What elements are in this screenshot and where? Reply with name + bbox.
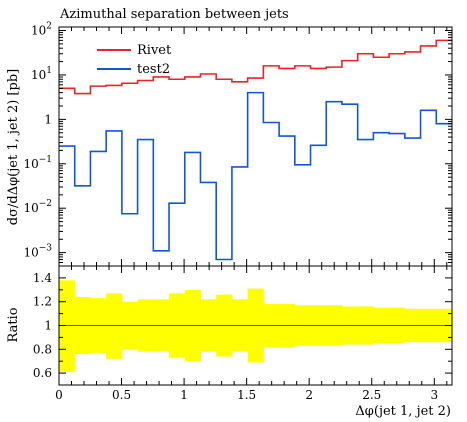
ratio-band-bin	[106, 293, 123, 359]
main-y-axis-label: dσ/dΔφ(jet 1, jet 2) [pb]	[6, 69, 21, 225]
ratio-y-tick-label: 1	[44, 319, 52, 333]
x-tick-label: 2.5	[362, 388, 381, 402]
ratio-y-tick-label: 1.2	[33, 295, 52, 309]
main-y-tick-label: 101	[31, 66, 52, 82]
main-panel: 10−3 10−2 10−1 1 101 102 dσ/dΔφ(jet 1, jet 2)…	[6, 22, 453, 267]
x-tick-label: 1	[180, 388, 188, 402]
x-axis-label: Δφ(jet 1, jet 2)	[355, 404, 451, 419]
ratio-y-tick-label: 0.6	[33, 366, 52, 380]
main-y-tick-label: 10−3	[23, 244, 52, 260]
main-y-tick-label: 102	[31, 22, 52, 38]
legend: Rivet test2	[97, 43, 172, 77]
x-tick-label: 1.5	[237, 388, 256, 402]
x-tick-label: 0.5	[112, 388, 131, 402]
ratio-band-bin	[59, 280, 76, 372]
ratio-y-tick-label: 0.8	[33, 342, 52, 356]
main-y-tick-label: 1	[44, 112, 52, 126]
chart-title: Azimuthal separation between jets	[59, 7, 289, 22]
ratio-panel: 0.6 0.8 1 1.2 1.4 0 0.5 1 1.5 2 2.5 3 Ratio Δφ(jet…	[6, 265, 453, 419]
x-tick-label: 0	[55, 388, 63, 402]
series-line-2	[59, 91, 452, 261]
main-y-tick-label: 10−2	[23, 199, 52, 215]
ratio-y-axis-label: Ratio	[6, 307, 21, 342]
main-y-tick-label: 10−1	[23, 155, 52, 171]
x-tick-label: 3	[430, 388, 438, 402]
legend-label-2: test2	[137, 62, 170, 77]
series-line-1	[59, 39, 452, 95]
x-tick-label: 2	[305, 388, 313, 402]
main-frame	[58, 26, 453, 267]
legend-label-1: Rivet	[137, 43, 172, 58]
ratio-y-tick-label: 1.4	[33, 271, 52, 285]
